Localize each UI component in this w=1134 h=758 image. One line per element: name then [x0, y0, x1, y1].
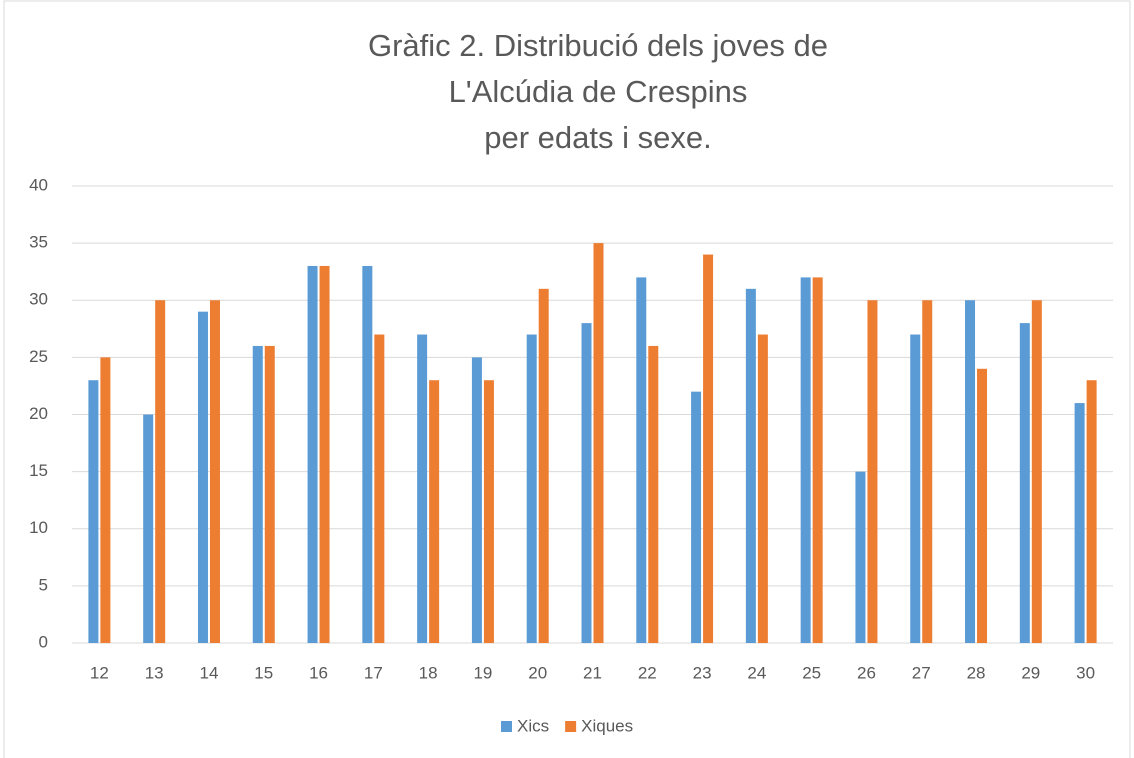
bar	[526, 334, 537, 643]
x-tick-label: 19	[473, 663, 492, 682]
bar	[417, 334, 428, 643]
bar	[483, 380, 494, 643]
bar	[1074, 403, 1085, 643]
x-tick-label: 14	[200, 663, 219, 682]
bar	[1019, 323, 1030, 643]
bar	[757, 334, 768, 643]
bar	[703, 254, 714, 644]
x-tick-label: 20	[528, 663, 547, 682]
x-tick-label: 24	[747, 663, 766, 682]
bar	[471, 357, 482, 643]
bar	[910, 334, 921, 643]
bar	[197, 311, 208, 643]
x-tick-label: 30	[1076, 663, 1095, 682]
bar	[100, 357, 111, 643]
bar	[855, 471, 866, 643]
bar	[538, 288, 549, 643]
bar	[977, 368, 988, 643]
chart-title: Gràfic 2. Distribució dels joves de	[368, 28, 828, 63]
x-tick-label: 15	[254, 663, 273, 682]
x-tick-label: 17	[364, 663, 383, 682]
x-tick-label: 26	[857, 663, 876, 682]
y-tick-label: 10	[29, 518, 48, 537]
y-tick-label: 35	[29, 233, 48, 252]
legend-swatch	[501, 721, 512, 732]
x-tick-label: 16	[309, 663, 328, 682]
bar	[745, 288, 756, 643]
bar	[374, 334, 385, 643]
bar	[429, 380, 440, 643]
bar	[800, 277, 811, 643]
chart-border	[3, 0, 1131, 758]
bar	[867, 300, 878, 643]
legend-label: Xiques	[581, 716, 633, 735]
bar	[209, 300, 220, 643]
legend-swatch	[565, 721, 577, 732]
x-tick-label: 29	[1021, 663, 1040, 682]
bar	[593, 243, 604, 643]
bar	[691, 391, 702, 643]
bar	[1086, 380, 1097, 643]
y-tick-label: 15	[29, 461, 48, 480]
x-tick-label: 27	[912, 663, 931, 682]
y-tick-label: 20	[29, 404, 48, 423]
bar	[965, 300, 976, 643]
y-tick-label: 30	[29, 290, 48, 309]
bar	[307, 265, 318, 643]
bar	[88, 380, 99, 643]
bar	[636, 277, 647, 643]
bar	[648, 345, 659, 643]
bar	[252, 345, 263, 643]
x-tick-label: 13	[145, 663, 164, 682]
chart-title: per edats i sexe.	[484, 120, 711, 155]
x-tick-label: 25	[802, 663, 821, 682]
y-tick-label: 0	[39, 632, 48, 651]
bar	[264, 345, 275, 643]
bar	[581, 323, 592, 643]
x-tick-label: 21	[583, 663, 602, 682]
x-tick-label: 22	[638, 663, 657, 682]
y-tick-label: 40	[29, 175, 48, 194]
bar	[143, 414, 154, 643]
bar	[812, 277, 823, 643]
x-tick-label: 23	[693, 663, 712, 682]
chart-title: L'Alcúdia de Crespins	[449, 74, 748, 109]
y-tick-label: 25	[29, 347, 48, 366]
bar	[155, 300, 166, 643]
x-tick-label: 18	[419, 663, 438, 682]
y-tick-label: 5	[39, 575, 48, 594]
bar	[319, 265, 330, 643]
x-tick-label: 12	[90, 663, 109, 682]
bar	[922, 300, 933, 643]
legend-label: Xics	[517, 716, 549, 735]
x-tick-label: 28	[967, 663, 986, 682]
bar	[362, 265, 373, 643]
bar	[1031, 300, 1042, 643]
